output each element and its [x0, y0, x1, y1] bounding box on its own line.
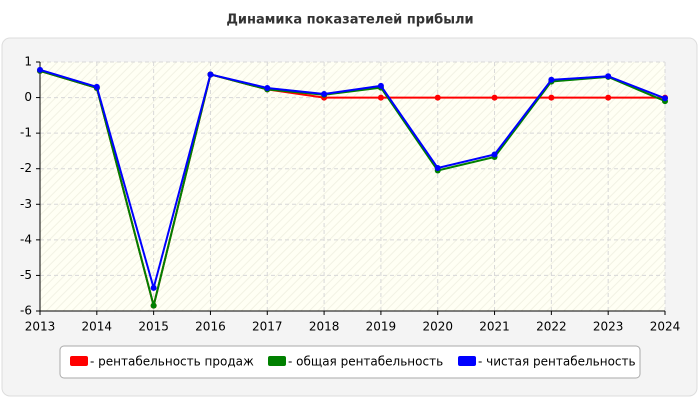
point — [548, 94, 555, 101]
x-tick-label: 2014 — [82, 320, 113, 334]
point — [377, 82, 384, 89]
point — [150, 302, 157, 309]
legend-label: - рентабельность продаж — [90, 355, 254, 369]
point — [605, 73, 612, 80]
legend-label: - чистая рентабельность — [478, 355, 636, 369]
y-tick-label: -3 — [20, 197, 32, 211]
point — [548, 76, 555, 83]
x-tick-label: 2022 — [536, 320, 567, 334]
y-tick-label: -2 — [20, 161, 32, 175]
point — [434, 94, 441, 101]
point — [434, 165, 441, 172]
y-tick-label: 0 — [24, 90, 32, 104]
point — [605, 94, 612, 101]
point — [377, 94, 384, 101]
x-tick-label: 2017 — [252, 320, 283, 334]
x-tick-label: 2019 — [366, 320, 397, 334]
legend-swatch — [70, 356, 88, 366]
y-tick-label: -6 — [20, 304, 32, 318]
chart-title: Динамика показателей прибыли — [226, 13, 473, 28]
legend-label: - общая рентабельность — [288, 355, 443, 369]
point — [93, 83, 100, 90]
point — [491, 151, 498, 158]
point — [662, 95, 668, 102]
point — [37, 66, 43, 73]
legend-swatch — [268, 356, 286, 366]
point — [321, 91, 328, 98]
x-tick-label: 2013 — [25, 320, 56, 334]
x-tick-label: 2016 — [195, 320, 226, 334]
x-tick-label: 2018 — [309, 320, 340, 334]
series-line — [39, 68, 666, 292]
y-tick-label: -1 — [20, 126, 32, 140]
legend-swatch — [458, 356, 476, 366]
plot-area — [40, 62, 665, 311]
x-tick-label: 2024 — [650, 320, 681, 334]
x-tick-label: 2021 — [479, 320, 510, 334]
y-tick-label: 1 — [24, 55, 32, 69]
point — [207, 71, 214, 78]
y-tick-label: -5 — [20, 268, 32, 282]
point — [264, 84, 271, 91]
legend — [59, 345, 641, 379]
x-tick-label: 2023 — [593, 320, 624, 334]
series-line — [39, 69, 666, 306]
point — [150, 284, 157, 291]
x-tick-label: 2015 — [138, 320, 169, 334]
x-tick-label: 2020 — [422, 320, 453, 334]
y-tick-label: -4 — [20, 232, 32, 246]
point — [491, 94, 498, 101]
